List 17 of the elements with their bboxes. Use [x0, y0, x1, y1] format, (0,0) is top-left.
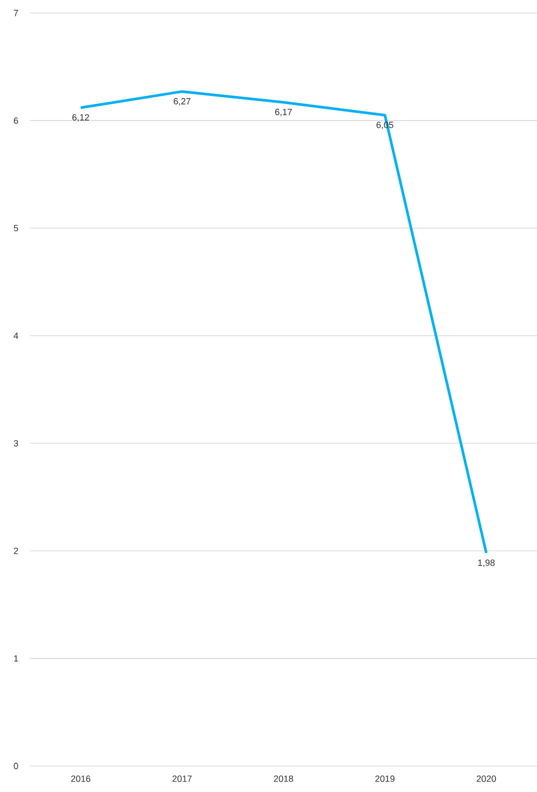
data-label: 6,17 — [275, 108, 292, 116]
y-tick-label: 5 — [14, 224, 18, 232]
x-tick-label: 2018 — [274, 776, 294, 782]
y-tick-label: 6 — [14, 117, 18, 124]
data-label: 6,12 — [72, 114, 89, 122]
x-tick-label: 2017 — [172, 776, 192, 782]
y-tick-label: 2 — [14, 548, 18, 554]
x-tick-label: 2019 — [375, 776, 394, 782]
x-tick-label: 2020 — [476, 776, 496, 782]
x-tick-label: 2016 — [71, 776, 90, 782]
y-tick-label: 3 — [14, 440, 18, 446]
y-tick-label: 0 — [14, 762, 18, 770]
y-tick-label: 4 — [14, 332, 18, 339]
y-tick-label: 1 — [14, 655, 18, 662]
data-label: 6,27 — [174, 98, 190, 106]
data-label: 1,98 — [478, 560, 495, 567]
y-tick-label: 7 — [14, 10, 18, 16]
